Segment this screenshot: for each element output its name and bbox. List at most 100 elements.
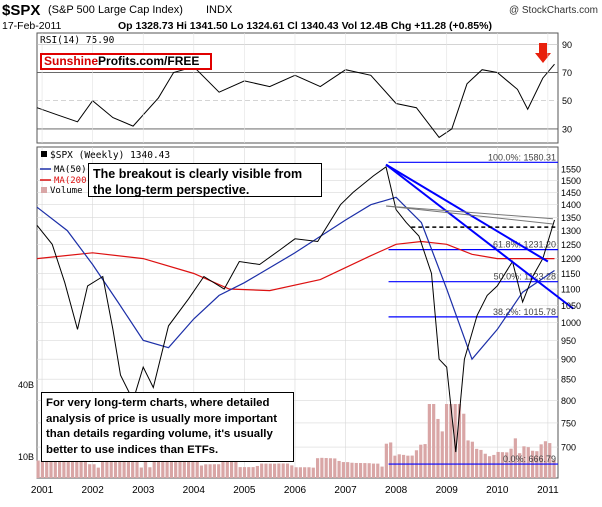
volume-bar	[83, 454, 88, 478]
ma50-line	[36, 196, 555, 361]
volume-bar	[462, 413, 466, 478]
volume-bar	[229, 456, 234, 478]
x-tick-label: 2005	[233, 485, 256, 496]
volume-bar	[135, 447, 139, 478]
volume-bar	[397, 454, 401, 478]
fib-level-label: 50.0%: 1123.28	[494, 272, 556, 282]
volume-bar	[36, 460, 40, 478]
volume-bar	[174, 459, 178, 478]
chart-credit: @ StockCharts.com	[509, 5, 598, 16]
volume-bar	[371, 463, 376, 478]
volume-bar	[204, 464, 208, 478]
volume-bar	[500, 452, 505, 478]
volume-bar	[487, 456, 492, 478]
volume-bar	[247, 467, 251, 478]
x-tick-label: 2007	[334, 485, 357, 496]
price-tick-label: 1250	[561, 240, 581, 250]
volume-bar	[148, 467, 152, 478]
volume-bar	[298, 467, 302, 478]
volume-bar	[281, 463, 285, 478]
volume-bar	[92, 464, 96, 478]
volume-bar	[492, 454, 496, 478]
x-tick-label: 2011	[537, 485, 559, 496]
trend-line	[385, 163, 574, 310]
rsi-grid	[37, 43, 558, 130]
trend-line	[385, 163, 549, 263]
volume-bar	[315, 458, 320, 478]
volume-bar	[143, 455, 148, 478]
fibonacci-levels: 100.0%: 1580.31 61.8%: 1231.20 50.0%: 1123…	[388, 152, 558, 465]
price-tick-label: 1450	[561, 188, 581, 198]
chart-exchange: INDX	[206, 4, 233, 16]
volume-bar	[522, 446, 526, 478]
volume-bar	[552, 460, 556, 478]
volume-bar	[346, 462, 350, 478]
price-legend: $SPX (Weekly) 1340.43 MA(50) MA(200) Vol…	[40, 150, 170, 196]
sunshine-banner[interactable]: SunshineProfits.com/FREE	[40, 53, 212, 70]
volume-bar	[199, 465, 204, 478]
volume-bar	[548, 443, 552, 478]
volume-bar	[509, 448, 513, 478]
volume-bar	[118, 452, 122, 478]
annotation-breakout: The breakout is clearly visible from the…	[88, 163, 322, 197]
volume-bar	[290, 465, 294, 478]
annotation-longterm: For very long-term charts, where detaile…	[41, 392, 294, 462]
volume-bar	[363, 463, 367, 478]
volume-bar	[436, 418, 440, 478]
volume-bar	[122, 456, 126, 478]
volume-bar	[131, 450, 135, 478]
volume-bar	[432, 404, 436, 478]
volume-bar	[518, 453, 522, 478]
price-tick-label: 1400	[561, 200, 581, 210]
price-tick-label: 1150	[561, 269, 580, 279]
volume-bar	[139, 467, 143, 478]
chart-symbol: $SPX	[2, 2, 40, 19]
rsi-signal-arrow-icon	[535, 43, 551, 63]
volume-bar	[320, 457, 324, 478]
fib-level-label: 0.0%: 666.79	[503, 454, 556, 464]
volume-bar	[483, 453, 487, 478]
volume-bar	[354, 462, 358, 478]
rsi-panel	[36, 32, 559, 144]
x-tick-label: 2003	[132, 485, 155, 496]
volume-bar	[543, 441, 548, 478]
volume-bar	[75, 448, 79, 478]
volume-bar	[264, 463, 268, 478]
rsi-tick-label: 50	[562, 96, 572, 106]
volume-bar	[285, 463, 290, 478]
x-axis: 2001 2002 2003 2004 2005 2006 2007 2008 2009 2010…	[31, 485, 559, 496]
volume-bar	[165, 455, 169, 478]
volume-bar	[311, 467, 315, 478]
price-tick-label: 1550	[561, 165, 581, 175]
price-series-line	[36, 166, 555, 453]
volume-bar	[423, 444, 427, 478]
price-tick-label: 1350	[561, 213, 581, 223]
price-tick-label: 1100	[561, 285, 580, 295]
volume-bar	[169, 459, 173, 478]
legend-ma50: MA(50)	[54, 165, 87, 175]
price-tick-label: 750	[561, 418, 576, 428]
volume-bar	[358, 463, 363, 478]
volume-bar	[268, 463, 272, 478]
volume-bar	[466, 440, 470, 478]
price-axis: 700 750 800 850 900 950 1000 1050 1100 1150 1200 12…	[561, 165, 581, 453]
x-tick-label: 2006	[284, 485, 307, 496]
volume-bar	[182, 459, 186, 478]
volume-bar	[221, 460, 225, 478]
volume-bar	[406, 455, 410, 478]
volume-bar	[496, 451, 500, 478]
volume-bar	[277, 463, 281, 478]
volume-bar	[186, 458, 191, 478]
volume-bar	[238, 467, 242, 478]
volume-bar	[526, 447, 530, 478]
volume-bar	[444, 404, 449, 478]
volume-bar	[427, 404, 431, 478]
price-tick-label: 1050	[561, 301, 581, 311]
price-tick-label: 1200	[561, 254, 581, 264]
volume-bar	[217, 464, 221, 478]
x-tick-label: 2010	[486, 485, 509, 496]
rsi-tick-label: 30	[562, 124, 572, 134]
volume-bar	[58, 449, 62, 478]
volume-bar	[475, 448, 479, 478]
price-tick-label: 800	[561, 396, 576, 406]
